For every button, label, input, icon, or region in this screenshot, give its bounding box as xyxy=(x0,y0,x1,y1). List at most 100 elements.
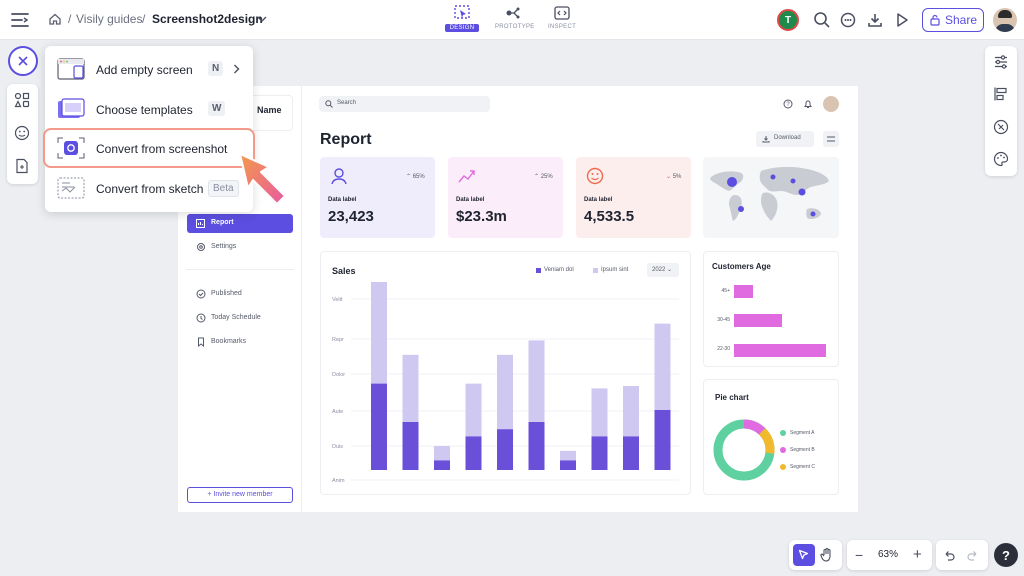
shortcut-key: W xyxy=(208,101,226,116)
chevron-down-icon[interactable] xyxy=(257,15,267,23)
stat-value: 23,423 xyxy=(328,208,374,225)
user-avatar[interactable]: T xyxy=(777,9,799,31)
design-nav-report: Report xyxy=(187,214,293,233)
tab-inspect[interactable]: INSPECT xyxy=(545,4,579,30)
menu-item-convert-from-sketch[interactable]: Convert from sketch Beta xyxy=(45,170,253,206)
file-icon[interactable] xyxy=(14,158,30,174)
zoom-out-button[interactable]: − xyxy=(855,547,864,563)
stat-change: ⌃ 25% xyxy=(534,174,553,180)
design-profile-name: Name xyxy=(257,105,282,115)
legend-dot xyxy=(780,447,786,453)
breadcrumb-separator: / xyxy=(142,12,146,26)
sales-bar-top xyxy=(434,446,450,461)
design-page-title: Report xyxy=(320,131,372,148)
pointer-arrow-icon xyxy=(239,153,286,205)
tab-prototype[interactable]: PROTOTYPE xyxy=(495,4,534,30)
prototype-icon xyxy=(506,7,520,19)
pie-title: Pie chart xyxy=(715,393,749,402)
design-search-bar: Search xyxy=(319,96,490,112)
download-icon[interactable] xyxy=(865,10,885,30)
chevron-right-icon xyxy=(234,64,240,74)
divider xyxy=(186,269,294,270)
sales-bar-bottom xyxy=(623,436,639,470)
pie-legend-label: Segment B xyxy=(790,447,815,453)
layers-icon[interactable] xyxy=(993,86,1009,102)
world-map-icon xyxy=(710,166,829,221)
hand-icon xyxy=(820,547,831,562)
design-icon xyxy=(454,5,470,19)
sales-bar-top xyxy=(402,354,419,422)
stat-value: $23.3m xyxy=(456,208,507,225)
user-icon xyxy=(331,168,347,185)
world-map-card xyxy=(703,157,839,238)
design-filter-button xyxy=(823,131,839,147)
sales-title: Sales xyxy=(332,266,356,276)
search-icon[interactable] xyxy=(812,10,832,30)
y-axis-label: Aute xyxy=(332,409,343,415)
design-nav-schedule-label: Today Schedule xyxy=(211,314,261,321)
search-icon xyxy=(325,100,333,108)
age-label: 22-30 xyxy=(717,346,730,352)
year-value: 2022 xyxy=(652,267,666,273)
stat-card: ⌄ 5% Data label 4,533.5 xyxy=(576,157,691,238)
hand-tool-button[interactable] xyxy=(819,547,835,563)
gear-icon xyxy=(197,243,205,251)
zoom-level: 63% xyxy=(878,549,899,560)
stat-label: Data label xyxy=(456,197,485,203)
home-icon[interactable] xyxy=(48,12,62,26)
shortcut-key: N xyxy=(208,61,224,76)
legend-swatch xyxy=(536,268,541,273)
breadcrumb-current[interactable]: Screenshot2design xyxy=(152,12,263,26)
left-toolbar xyxy=(7,84,38,184)
breadcrumb-parent[interactable]: Visily guides xyxy=(76,12,143,26)
share-label: Share xyxy=(944,13,978,27)
close-button[interactable] xyxy=(8,46,38,76)
tab-design[interactable]: DESIGN xyxy=(445,4,479,32)
sales-chart-card: Sales Veniam dol Ipsum sint 2022 ⌄ Velit… xyxy=(320,251,691,495)
comment-icon[interactable] xyxy=(838,10,858,30)
emoji-icon[interactable] xyxy=(14,125,30,141)
sales-bar-top xyxy=(371,282,387,384)
design-download-button: Download xyxy=(756,131,814,147)
empty-screen-icon xyxy=(57,58,85,80)
design-download-label: Download xyxy=(774,135,801,141)
menu-item-label: Choose templates xyxy=(96,103,193,117)
sales-bar-bottom xyxy=(528,422,545,470)
select-tool-button[interactable] xyxy=(793,544,815,566)
redo-icon[interactable] xyxy=(967,549,979,561)
age-bar xyxy=(734,285,753,298)
play-icon[interactable] xyxy=(892,10,912,30)
help-button[interactable]: ? xyxy=(994,543,1018,567)
design-nav-report-label: Report xyxy=(211,219,234,226)
design-invite-button: + Invite new member xyxy=(187,487,293,503)
palette-icon[interactable] xyxy=(993,151,1009,167)
top-bar: / Visily guides / Screenshot2design DESI… xyxy=(0,0,1024,40)
design-artboard[interactable]: Name Report Settings Published Today Sch… xyxy=(178,86,858,512)
sliders-icon[interactable] xyxy=(993,54,1009,70)
help-icon: ? xyxy=(783,99,793,109)
components-icon[interactable] xyxy=(14,92,30,108)
menu-item-convert-from-screenshot[interactable]: Convert from screenshot xyxy=(43,128,255,168)
camera-icon xyxy=(57,137,85,159)
plugin-icon[interactable] xyxy=(993,119,1009,135)
stat-card: ⌃ 25% Data label $23.3m xyxy=(448,157,563,238)
age-bar xyxy=(734,344,826,357)
stat-change: ⌄ 5% xyxy=(666,174,682,180)
history-control xyxy=(936,540,988,570)
zoom-in-button[interactable]: + xyxy=(913,546,922,563)
sales-bar-top xyxy=(560,450,576,461)
report-icon xyxy=(196,219,205,228)
design-nav-bookmarks: Bookmarks xyxy=(196,337,246,347)
menu-item-add-empty-screen[interactable]: Add empty screen N xyxy=(45,51,253,87)
share-button[interactable]: Share xyxy=(922,8,984,32)
menu-icon[interactable] xyxy=(10,10,30,30)
breadcrumb-separator: / xyxy=(68,12,72,26)
y-axis-label: Anim xyxy=(332,478,345,482)
design-nav-schedule: Today Schedule xyxy=(196,313,261,323)
profile-avatar[interactable] xyxy=(993,8,1017,32)
undo-icon[interactable] xyxy=(943,549,955,561)
code-icon xyxy=(554,6,570,20)
menu-item-choose-templates[interactable]: Choose templates W xyxy=(45,91,253,127)
sales-bar-top xyxy=(623,386,639,437)
age-bar xyxy=(734,314,782,327)
